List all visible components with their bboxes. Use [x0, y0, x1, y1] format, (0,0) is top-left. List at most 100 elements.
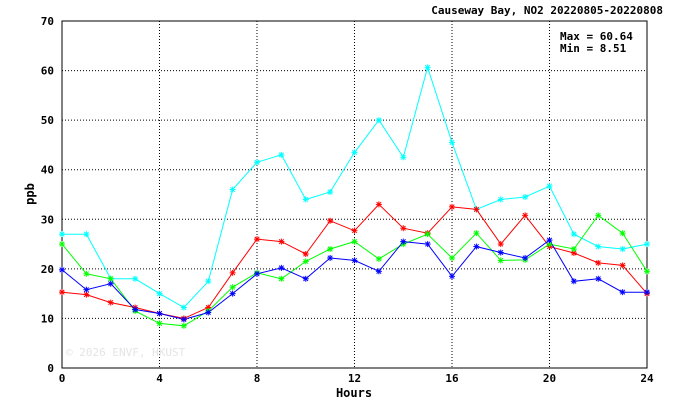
data-point: [83, 291, 90, 298]
series-line-1: [62, 65, 648, 309]
min-stat: Min = 8.51: [560, 42, 627, 55]
grid-lines: [62, 21, 647, 368]
data-point: [278, 151, 285, 158]
data-point: [570, 231, 577, 238]
data-point: [278, 275, 285, 282]
x-tick-label: 20: [543, 372, 556, 385]
data-point: [302, 250, 309, 257]
data-point: [473, 243, 480, 250]
y-axis-title: ppb: [23, 183, 37, 205]
data-point: [327, 217, 334, 224]
data-point: [278, 238, 285, 245]
data-point: [302, 196, 309, 203]
data-point: [522, 193, 529, 200]
data-point: [83, 231, 90, 238]
x-tick-label: 12: [348, 372, 361, 385]
watermark-text: © 2026 ENVF, HKUST: [66, 346, 186, 359]
y-tick-label: 70: [41, 15, 54, 28]
data-point: [375, 201, 382, 208]
data-point: [254, 159, 260, 166]
data-point: [619, 230, 626, 237]
series-lines: [61, 65, 648, 327]
data-point: [351, 257, 358, 264]
data-point: [449, 254, 455, 261]
data-point: [107, 299, 114, 306]
data-point: [595, 212, 602, 219]
data-point: [229, 290, 236, 297]
data-point: [522, 212, 529, 219]
y-tick-label: 20: [41, 263, 54, 276]
data-point: [278, 264, 285, 271]
data-point: [107, 280, 114, 287]
data-point: [180, 322, 187, 329]
data-point: [327, 189, 334, 196]
data-point: [497, 196, 504, 203]
y-tick-label: 10: [41, 312, 54, 325]
data-point: [400, 225, 407, 232]
data-point: [59, 266, 65, 273]
data-point: [400, 238, 407, 245]
data-point: [375, 117, 382, 124]
data-point: [132, 306, 139, 313]
data-point: [375, 255, 382, 262]
data-point: [254, 236, 260, 243]
data-point: [644, 289, 650, 296]
data-point: [570, 246, 577, 253]
data-point: [546, 237, 553, 244]
data-point: [424, 64, 431, 71]
x-tick-label: 16: [445, 372, 459, 385]
data-point: [351, 149, 358, 156]
x-tick-label: 4: [156, 372, 163, 385]
data-point: [375, 268, 382, 275]
data-point: [400, 154, 407, 161]
data-point: [424, 231, 431, 238]
data-point: [546, 241, 553, 248]
data-point: [59, 289, 65, 296]
data-point: [619, 262, 626, 269]
data-point: [302, 258, 309, 265]
data-point: [205, 309, 212, 316]
chart-title: Causeway Bay, NO2 20220805-20220808: [431, 4, 663, 17]
data-point: [132, 275, 139, 282]
data-point: [497, 249, 504, 256]
data-point: [156, 320, 163, 327]
series-markers: [59, 64, 650, 329]
data-point: [644, 241, 650, 248]
data-point: [449, 273, 455, 280]
x-tick-label: 24: [640, 372, 654, 385]
x-tick-label: 0: [59, 372, 66, 385]
data-point: [156, 310, 163, 317]
max-stat: Max = 60.64: [560, 30, 633, 43]
data-point: [595, 259, 602, 266]
data-point: [229, 284, 236, 291]
data-point: [327, 254, 334, 261]
y-tick-label: 30: [41, 213, 54, 226]
data-point: [156, 290, 163, 297]
data-point: [644, 268, 650, 275]
data-point: [473, 230, 480, 237]
y-tick-labels: 0 10 20 30 40 50 60 70: [41, 15, 54, 375]
data-point: [180, 316, 187, 323]
data-point: [83, 286, 90, 293]
data-point: [424, 241, 431, 248]
y-tick-label: 50: [41, 114, 54, 127]
y-tick-label: 60: [41, 65, 54, 78]
data-point: [59, 241, 65, 248]
data-point: [497, 241, 504, 248]
data-point: [473, 206, 480, 213]
x-axis-title: Hours: [336, 386, 372, 400]
data-point: [205, 278, 212, 285]
x-tick-labels: 0 4 8 12 16 20 24: [59, 372, 654, 385]
data-point: [595, 275, 602, 282]
data-point: [619, 289, 626, 296]
data-point: [351, 227, 358, 234]
data-point: [522, 254, 529, 261]
data-point: [497, 257, 504, 264]
data-point: [570, 278, 577, 285]
data-point: [327, 246, 334, 253]
data-point: [229, 186, 236, 193]
data-point: [351, 238, 358, 245]
data-point: [229, 269, 236, 276]
data-point: [59, 231, 65, 238]
